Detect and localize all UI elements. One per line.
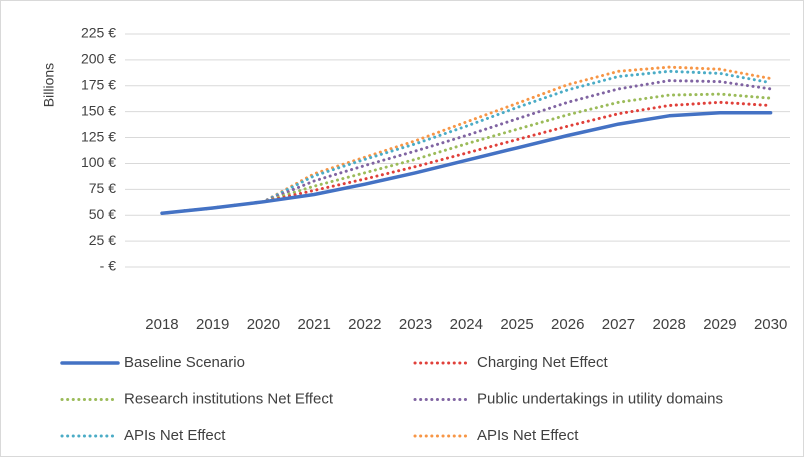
y-tick-label: 125 €	[81, 128, 116, 144]
legend-label: APIs Net Effect	[124, 427, 226, 444]
x-tick-label: 2030	[754, 316, 787, 333]
y-tick-label: 50 €	[89, 206, 116, 222]
x-tick-label: 2020	[247, 316, 280, 333]
x-tick-label: 2024	[450, 316, 483, 333]
y-tick-label: 175 €	[81, 76, 116, 92]
legend-label: Research institutions Net Effect	[124, 390, 334, 407]
y-tick-label: 100 €	[81, 154, 116, 170]
legend-label: Charging Net Effect	[477, 354, 608, 371]
legend-label: Public undertakings in utility domains	[477, 390, 723, 407]
y-axis-label: Billions	[41, 63, 57, 107]
x-tick-label: 2028	[653, 316, 686, 333]
x-tick-label: 2022	[348, 316, 381, 333]
legend-label: APIs Net Effect	[477, 427, 579, 444]
series-line	[160, 110, 773, 215]
x-tick-label: 2029	[703, 316, 736, 333]
y-tick-label: 200 €	[81, 51, 116, 67]
x-tick-label: 2026	[551, 316, 584, 333]
y-tick-label: 225 €	[81, 25, 116, 41]
x-tick-label: 2023	[399, 316, 432, 333]
x-tick-label: 2025	[500, 316, 533, 333]
x-tick-label: 2027	[602, 316, 635, 333]
y-tick-label: 75 €	[89, 180, 116, 196]
x-tick-label: 2018	[145, 316, 178, 333]
x-tick-label: 2021	[297, 316, 330, 333]
legend-label: Baseline Scenario	[124, 354, 245, 371]
y-tick-label: 150 €	[81, 102, 116, 118]
x-tick-label: 2019	[196, 316, 229, 333]
y-tick-label: - €	[100, 258, 117, 274]
y-tick-label: 25 €	[89, 232, 116, 248]
